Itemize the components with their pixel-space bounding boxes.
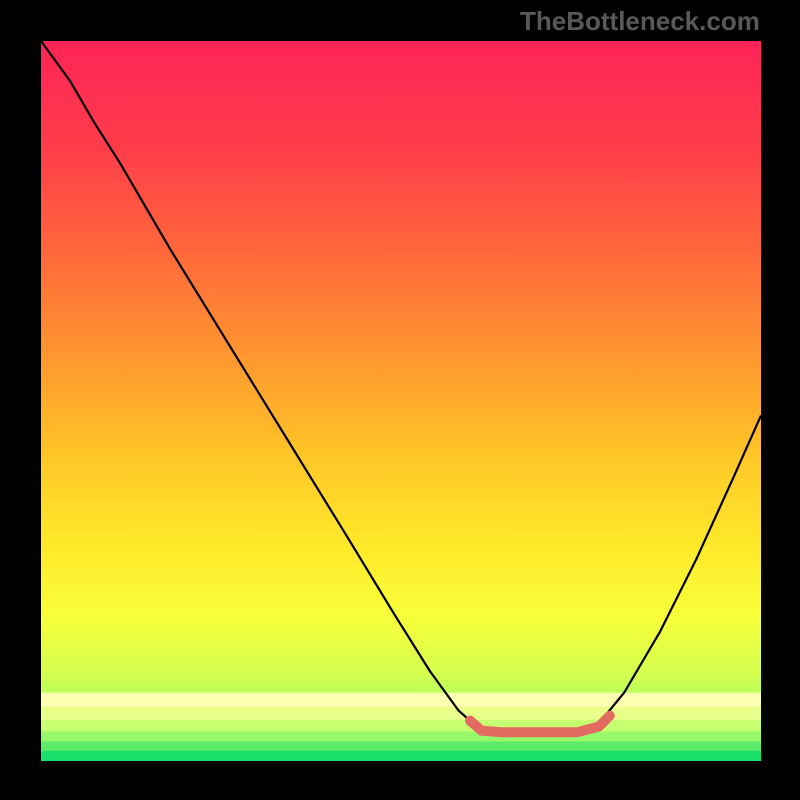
bottom-band xyxy=(41,720,761,732)
bottom-band xyxy=(41,742,761,751)
bottom-band xyxy=(41,751,761,761)
heatmap-background xyxy=(41,41,761,761)
frame-bottom xyxy=(0,761,800,800)
bottleneck-chart xyxy=(0,0,800,800)
frame-right xyxy=(761,0,800,800)
bottom-band xyxy=(41,731,761,741)
bottom-band xyxy=(41,707,761,720)
frame-left xyxy=(0,0,41,800)
watermark-text: TheBottleneck.com xyxy=(520,6,760,37)
bottom-band xyxy=(41,693,761,707)
